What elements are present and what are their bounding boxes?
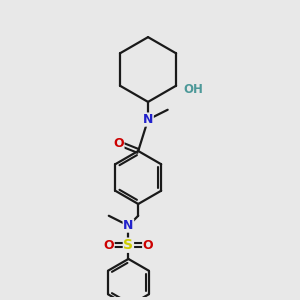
- Text: O: O: [143, 239, 153, 252]
- Text: O: O: [103, 239, 114, 252]
- Text: N: N: [143, 113, 153, 126]
- Text: N: N: [123, 219, 134, 232]
- Text: S: S: [123, 238, 134, 252]
- Text: O: O: [113, 136, 124, 150]
- Text: OH: OH: [184, 83, 204, 96]
